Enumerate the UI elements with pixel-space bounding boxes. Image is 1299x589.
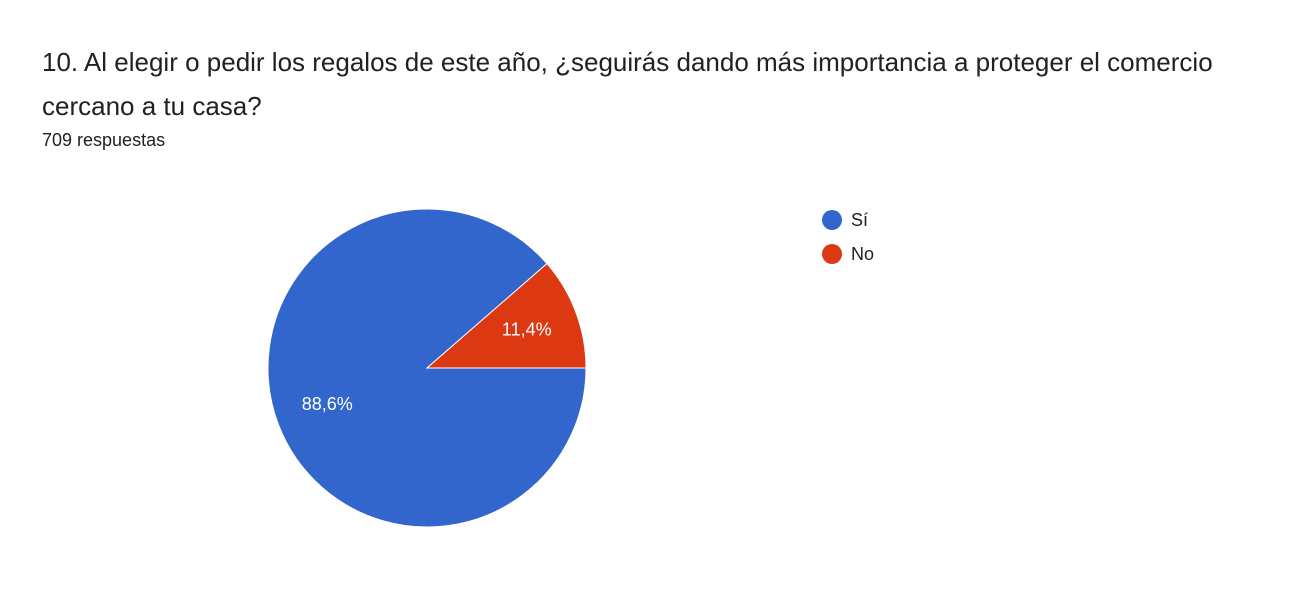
chart-title: 10. Al elegir o pedir los regalos de est… <box>42 47 1213 121</box>
legend-label: Sí <box>851 210 868 230</box>
legend-label: No <box>851 244 874 264</box>
slice-label: 11,4% <box>502 319 552 339</box>
chart-subtitle: 709 respuestas <box>42 130 166 150</box>
pie-slice <box>425 262 587 369</box>
slice-label: 88,6% <box>302 394 353 414</box>
legend-marker <box>822 244 842 264</box>
legend-marker <box>822 210 842 230</box>
